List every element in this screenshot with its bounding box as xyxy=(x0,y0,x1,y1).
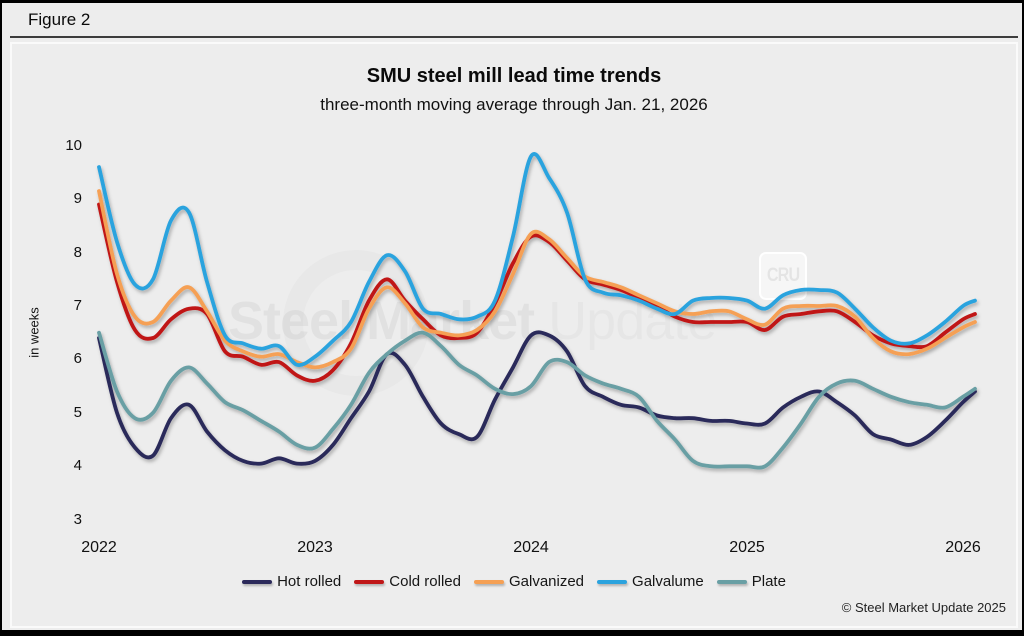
legend-swatch-plate xyxy=(716,579,747,584)
legend-label-hot-rolled: Hot rolled xyxy=(277,573,342,590)
x-tick-label-2022: 2022 xyxy=(81,539,117,556)
series-line-galvalume xyxy=(97,152,977,367)
chart-subtitle: three-month moving average through Jan. … xyxy=(320,95,708,114)
series-line-cold-rolled xyxy=(97,202,977,383)
legend-swatch-hot-rolled xyxy=(242,579,273,584)
legend-label-galvalume: Galvalume xyxy=(632,573,704,590)
figure-label: Figure 2 xyxy=(28,10,91,29)
series-line-galvanized xyxy=(97,189,977,370)
y-tick-label-5: 5 xyxy=(73,403,82,421)
y-tick-label-6: 6 xyxy=(73,350,82,368)
chart-legend: Hot rolled Cold rolled Galvanized Galvalume… xyxy=(2,573,1024,590)
line-chart-canvas xyxy=(97,152,977,470)
legend-label-cold-rolled: Cold rolled xyxy=(389,573,461,590)
y-tick-label-7: 7 xyxy=(73,296,82,314)
y-tick-label-3: 3 xyxy=(73,510,82,528)
x-tick-label-2025: 2025 xyxy=(729,539,765,556)
legend-item-galvalume: Galvalume xyxy=(597,573,704,590)
y-tick-label-10: 10 xyxy=(65,136,82,154)
header-rule xyxy=(10,36,1018,38)
x-tick-label-2024: 2024 xyxy=(513,539,549,556)
legend-swatch-galvalume xyxy=(597,579,628,584)
y-tick-label-4: 4 xyxy=(73,457,82,475)
cru-logo-watermark: CRU xyxy=(759,252,807,300)
legend-label-plate: Plate xyxy=(751,573,786,590)
y-axis-title: in weeks xyxy=(26,307,42,358)
y-tick-label-8: 8 xyxy=(73,243,82,261)
legend-item-plate: Plate xyxy=(716,573,786,590)
legend-swatch-galvanized xyxy=(473,579,504,584)
cru-logo-text: CRU xyxy=(766,265,800,286)
legend-item-hot-rolled: Hot rolled xyxy=(242,573,341,590)
x-tick-label-2026: 2026 xyxy=(945,539,981,556)
y-tick-label-9: 9 xyxy=(73,190,82,208)
legend-label-galvanized: Galvanized xyxy=(508,573,585,590)
legend-item-galvanized: Galvanized xyxy=(473,573,585,590)
legend-item-cold-rolled: Cold rolled xyxy=(354,573,461,590)
chart-panel xyxy=(10,42,1018,628)
copyright-notice: © Steel Market Update 2025 xyxy=(841,600,1006,615)
x-tick-label-2023: 2023 xyxy=(297,539,333,556)
chart-title: SMU steel mill lead time trends xyxy=(366,65,662,87)
series-line-plate xyxy=(97,330,977,470)
series-line-hot-rolled xyxy=(97,330,977,466)
legend-swatch-cold-rolled xyxy=(354,579,385,584)
figure-background: Figure 2 Steel Market Update CRU SMU ste… xyxy=(2,3,1022,630)
